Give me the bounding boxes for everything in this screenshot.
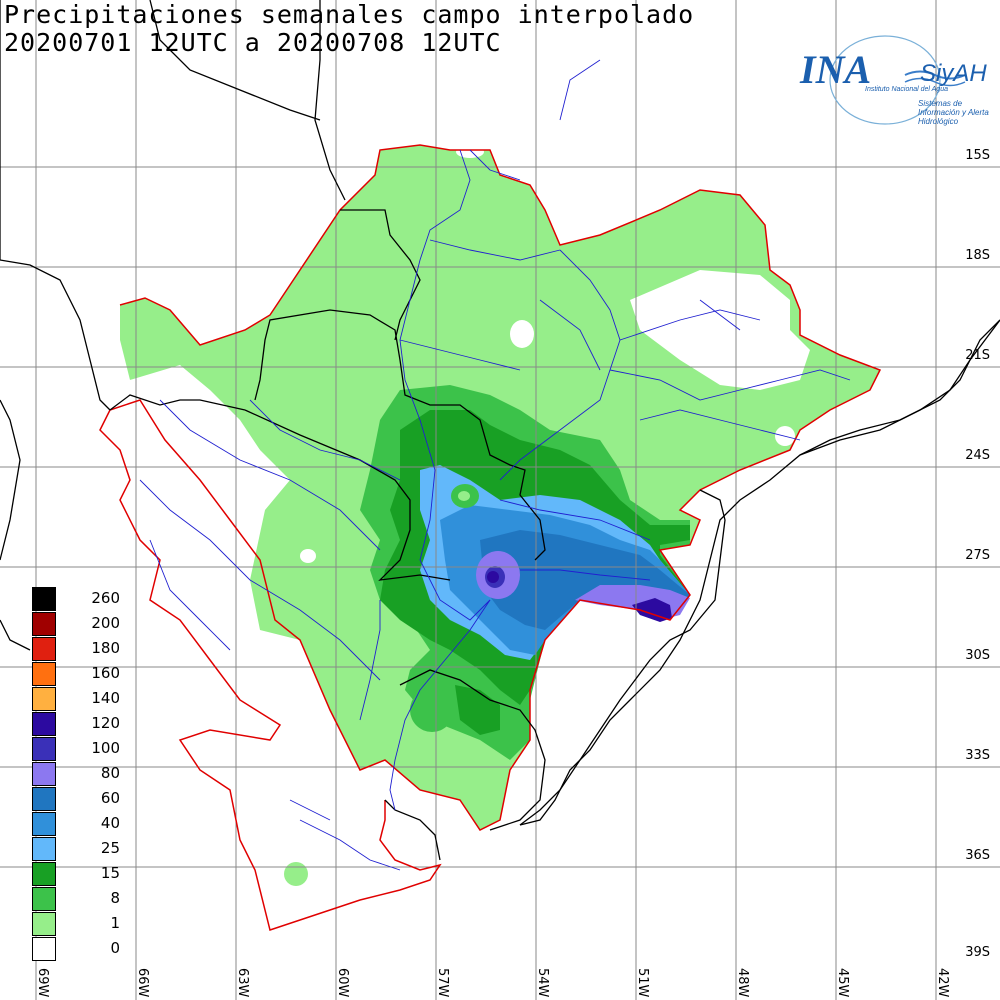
logo-institution: Instituto Nacional del Agua <box>865 86 949 93</box>
rivers <box>139 59 851 871</box>
legend-entry: 160 <box>30 661 150 686</box>
legend-swatch <box>32 787 56 811</box>
legend-value: 200 <box>91 614 120 632</box>
latitude-label: 39S <box>965 945 990 960</box>
logo-ina-text: INA <box>800 47 872 92</box>
latitude-label: 18S <box>965 248 990 263</box>
legend-entry: 180 <box>30 636 150 661</box>
legend-value: 120 <box>91 714 120 732</box>
legend-value: 80 <box>100 764 120 782</box>
longitude-label: 60W <box>335 968 350 998</box>
legend-swatch <box>32 637 56 661</box>
legend-swatch <box>32 712 56 736</box>
longitude-label: 45W <box>835 968 850 998</box>
latitude-label: 15S <box>965 148 990 163</box>
precip-zone-0mm <box>300 549 316 563</box>
legend-value: 140 <box>91 689 120 707</box>
legend-entry: 60 <box>30 786 150 811</box>
precip-zone-100mm <box>632 598 672 622</box>
logo-subtitle: Sistemas de Información y Alerta Hidroló… <box>918 99 989 126</box>
legend-value: 8 <box>110 889 120 907</box>
legend-value: 40 <box>100 814 120 832</box>
legend-value: 160 <box>91 664 120 682</box>
latitude-label: 21S <box>965 348 990 363</box>
latitude-label: 33S <box>965 748 990 763</box>
legend-entry: 25 <box>30 836 150 861</box>
legend-value: 15 <box>100 864 120 882</box>
legend-swatch <box>32 587 56 611</box>
legend-swatch <box>32 737 56 761</box>
precip-zone-1mm <box>284 862 308 886</box>
legend-entry: 40 <box>30 811 150 836</box>
legend-swatch <box>32 662 56 686</box>
legend-entry: 140 <box>30 686 150 711</box>
legend-entry: 80 <box>30 761 150 786</box>
legend-swatch <box>32 687 56 711</box>
ina-siyah-logo: INA SiyAH Instituto Nacional del Agua Si… <box>790 30 1000 130</box>
legend-swatch <box>32 837 56 861</box>
precip-zone-0mm <box>456 146 484 158</box>
precip-zone-0mm <box>510 320 534 348</box>
legend-entry: 100 <box>30 736 150 761</box>
precip-zone-120mm <box>487 571 499 583</box>
latitude-label: 27S <box>965 548 990 563</box>
legend-entry: 8 <box>30 886 150 911</box>
legend-entry: 0 <box>30 936 150 961</box>
longitude-label: 69W <box>35 968 50 998</box>
legend-swatch <box>32 812 56 836</box>
legend-value: 1 <box>110 914 120 932</box>
legend-swatch <box>32 612 56 636</box>
precip-zone-15mm <box>455 685 500 735</box>
legend-value: 260 <box>91 589 120 607</box>
legend-entry: 260 <box>30 586 150 611</box>
legend-entry: 200 <box>30 611 150 636</box>
legend-swatch <box>32 762 56 786</box>
precip-zone-1mm <box>458 491 470 501</box>
latitude-label: 24S <box>965 448 990 463</box>
latitude-label: 36S <box>965 848 990 863</box>
map-period: 20200701 12UTC a 20200708 12UTC <box>4 28 502 57</box>
legend-entry: 120 <box>30 711 150 736</box>
legend-value: 100 <box>91 739 120 757</box>
legend-swatch <box>32 937 56 961</box>
longitude-label: 48W <box>735 968 750 998</box>
coastline <box>519 319 1000 826</box>
legend-swatch <box>32 862 56 886</box>
longitude-label: 63W <box>235 968 250 998</box>
latitude-label: 30S <box>965 648 990 663</box>
longitude-label: 54W <box>535 968 550 998</box>
longitude-label: 66W <box>135 968 150 998</box>
legend-value: 25 <box>100 839 120 857</box>
map-title: Precipitaciones semanales campo interpol… <box>4 0 695 29</box>
precip-zone-0mm <box>130 365 260 470</box>
legend-entry: 15 <box>30 861 150 886</box>
legend-swatch <box>32 912 56 936</box>
logo-swoosh-icon <box>829 35 966 125</box>
longitude-label: 51W <box>635 968 650 998</box>
basin-boundary <box>99 144 882 931</box>
legend-value: 180 <box>91 639 120 657</box>
legend-swatch <box>32 887 56 911</box>
legend-entry: 1 <box>30 911 150 936</box>
logo-siyah-text: SiyAH <box>920 60 987 87</box>
precip-zone-0mm <box>630 270 810 390</box>
legend-value: 0 <box>110 939 120 957</box>
longitude-label: 57W <box>435 968 450 998</box>
precip-zone-8mm <box>410 688 454 732</box>
longitude-label: 42W <box>935 968 950 998</box>
legend-value: 60 <box>100 789 120 807</box>
